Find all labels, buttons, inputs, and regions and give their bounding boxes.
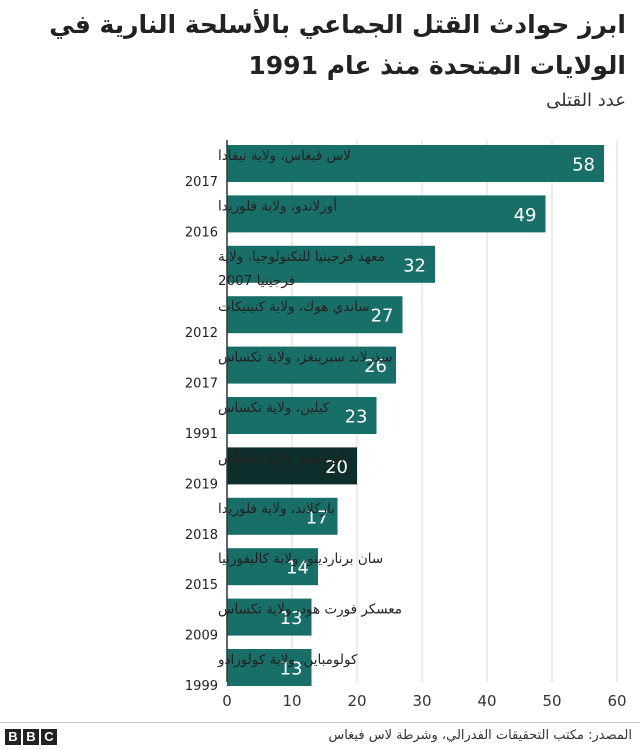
bar <box>227 397 377 434</box>
bar <box>227 346 396 384</box>
x-tick-label: 60 <box>607 692 626 710</box>
logo-letter: B <box>5 729 21 745</box>
category-label: كولومباين، ولاية كولورادو <box>217 652 358 668</box>
category-year-label: 2017 <box>185 175 218 190</box>
bbc-logo: B B C <box>5 729 57 745</box>
category-label: سذرلاند سبرينغز، ولاية تكساس <box>218 350 392 366</box>
bar-value-label: 13 <box>280 659 303 680</box>
bar-value-label: 13 <box>280 608 303 629</box>
x-tick-label: 30 <box>412 692 431 710</box>
source-note: المصدر: مكتب التحقيقات الفدرالي، وشرطة ل… <box>328 728 632 743</box>
bar <box>227 447 357 485</box>
bar-value-label: 26 <box>364 356 387 377</box>
bar-value-label: 49 <box>514 205 537 226</box>
category-year-label: 1991 <box>185 427 218 442</box>
category-label: أل باسو، ولاية تكساس <box>218 448 344 466</box>
category-label: لاس فيغاس، ولاية نيفادا <box>218 148 351 164</box>
category-label: ساندي هوك، ولاية كنيتيكات <box>218 299 370 315</box>
bar-value-label: 58 <box>572 155 595 176</box>
category-label: أورلاندو، ولاية فلوريدا <box>218 196 337 214</box>
category-year-label: 2015 <box>185 578 218 593</box>
bar <box>227 296 403 334</box>
bar <box>227 548 318 586</box>
bar <box>227 195 546 233</box>
category-label: كيلين، ولاية تكساس <box>218 400 330 416</box>
bar <box>227 497 338 535</box>
logo-letter: B <box>23 729 39 745</box>
x-tick-label: 10 <box>282 692 301 710</box>
category-year-label: 2017 <box>185 377 218 392</box>
category-year-label: 2019 <box>185 477 218 492</box>
bar <box>227 649 312 686</box>
bar <box>227 245 435 283</box>
x-tick-label: 40 <box>477 692 496 710</box>
bar <box>227 598 312 636</box>
category-year-label: 2012 <box>185 326 218 341</box>
bar-value-label: 17 <box>306 507 329 528</box>
x-tick-label: 50 <box>542 692 561 710</box>
category-label: معهد فرجينيا للتكنولوجيا، ولاية فرجينيا 2… <box>218 249 385 289</box>
chart-title: ابرز حوادث القتل الجماعي بالأسلحة الناري… <box>49 10 626 80</box>
bar-value-label: 20 <box>325 457 348 478</box>
bar-value-label: 14 <box>286 558 309 579</box>
footer-divider <box>0 722 640 723</box>
category-year-label: 1999 <box>185 679 218 694</box>
x-tick-label: 0 <box>222 692 232 710</box>
chart-subtitle: عدد القتلى <box>546 90 626 111</box>
bar <box>227 145 604 182</box>
category-label: سان برناردينو، ولاية كاليفورنيا <box>218 551 383 567</box>
category-label: معسكر فورت هود، ولاية تكساس <box>218 602 402 618</box>
category-year-label: 2018 <box>185 528 218 543</box>
bar-value-label: 27 <box>371 306 394 327</box>
category-year-label: 2009 <box>185 629 218 644</box>
category-year-label: 2016 <box>185 225 218 240</box>
category-label: باركلاند، ولاية فلوريدا <box>218 501 335 517</box>
bar-value-label: 23 <box>345 407 368 428</box>
logo-letter: C <box>41 729 57 745</box>
bar-value-label: 32 <box>403 255 426 276</box>
x-tick-label: 20 <box>347 692 366 710</box>
